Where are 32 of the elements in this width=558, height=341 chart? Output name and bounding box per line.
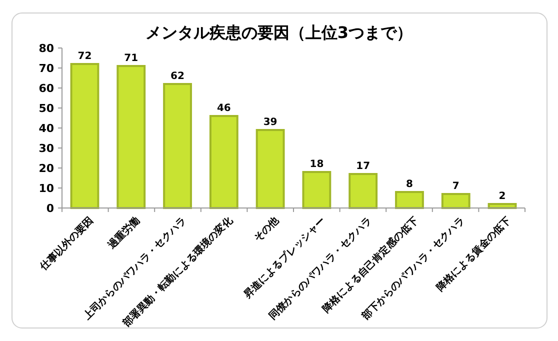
y-tick-label: 60 — [38, 82, 54, 95]
x-tick-label: 過重労働 — [104, 214, 142, 252]
bar — [302, 171, 332, 209]
bar — [209, 115, 238, 209]
data-label: 46 — [216, 103, 231, 114]
bar — [163, 83, 192, 209]
y-tick-label: 30 — [38, 142, 54, 155]
bar — [395, 191, 424, 209]
data-label: 8 — [406, 179, 413, 190]
bar — [441, 193, 470, 209]
data-label: 71 — [124, 53, 138, 64]
x-tick-label: 仕事以外の要因 — [37, 214, 96, 274]
bar — [116, 65, 146, 209]
y-tick-label: 40 — [38, 122, 54, 135]
x-tick-label: その他 — [252, 214, 282, 244]
y-tick-label: 50 — [38, 102, 54, 115]
bar — [70, 63, 100, 209]
y-tick-label: 20 — [38, 162, 54, 175]
data-label: 7 — [452, 181, 460, 192]
bar — [348, 173, 378, 209]
data-label: 2 — [498, 191, 506, 202]
data-label: 18 — [310, 159, 324, 170]
data-label: 39 — [263, 117, 278, 128]
chart-title: メンタル疾患の要因（上位3つまで） — [145, 23, 413, 42]
data-label: 72 — [78, 51, 92, 62]
bar — [256, 129, 285, 209]
data-label: 62 — [170, 71, 185, 82]
data-label: 17 — [356, 161, 370, 172]
y-tick-label: 0 — [46, 202, 54, 215]
y-tick-label: 70 — [38, 62, 54, 75]
y-tick-label: 10 — [38, 182, 54, 195]
y-tick-label: 80 — [38, 42, 54, 55]
